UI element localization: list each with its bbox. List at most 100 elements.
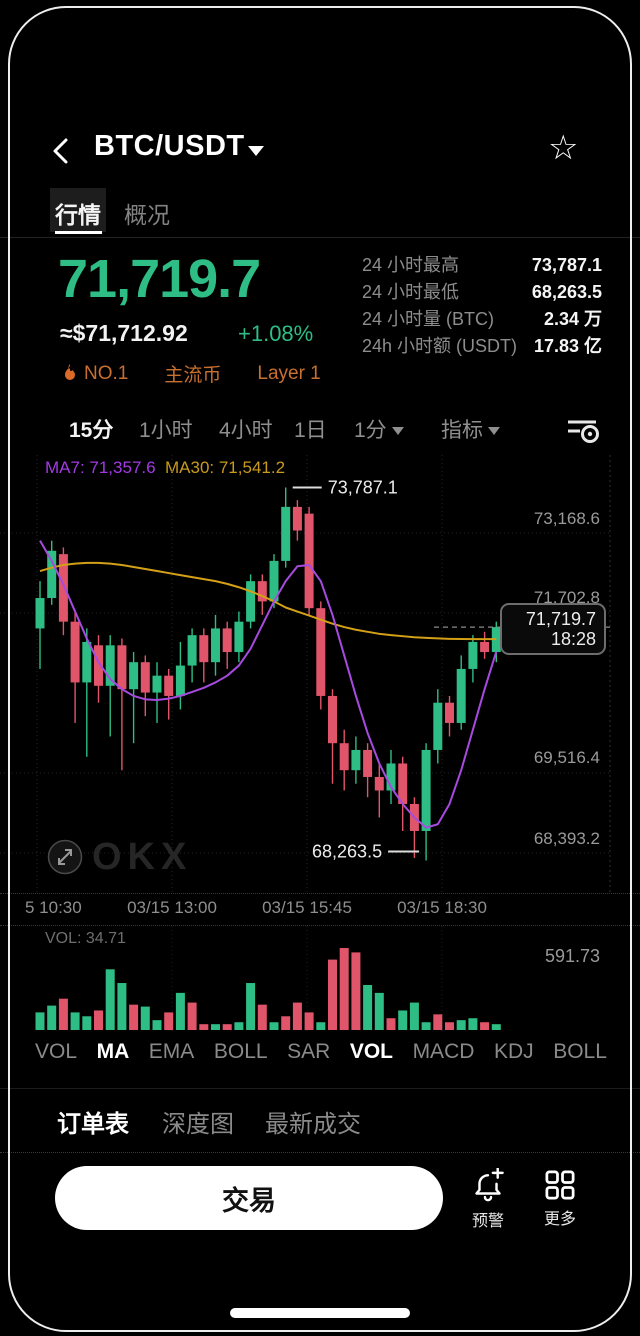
candle-body — [281, 506, 291, 561]
timeframe-4h[interactable]: 4小时 — [219, 419, 273, 442]
stat-label: 24 小时量 (BTC) — [362, 309, 495, 329]
candlestick-chart[interactable]: 73,787.1 68,263.5 — [0, 455, 640, 895]
indicator-kdj[interactable]: KDJ — [493, 1040, 534, 1063]
ma-line — [39, 540, 498, 829]
y-axis-label: 71,702.8 — [533, 588, 600, 607]
volume-chart[interactable] — [0, 926, 640, 1034]
volume-bar — [58, 998, 68, 1030]
trade-button[interactable]: 交易 — [55, 1166, 443, 1230]
indicator-sar[interactable]: SAR — [287, 1040, 331, 1063]
flame-icon — [65, 363, 75, 380]
ma7-label: MA7: 71,357.6 — [45, 458, 156, 477]
page-title: BTC/USDT — [94, 130, 245, 162]
candle-body — [58, 554, 68, 622]
y-axis-label: 73,168.6 — [533, 509, 600, 528]
indicator-selector-row: VOL MA EMA BOLL SAR VOL MACD KDJ BOLL — [35, 1040, 607, 1064]
volume-bar — [82, 1016, 92, 1030]
volume-bar — [152, 1020, 162, 1030]
favorite-star-icon[interactable]: ☆ — [548, 129, 579, 167]
timeframe-1d[interactable]: 1日 — [294, 419, 327, 442]
candle-body — [421, 749, 431, 831]
candle-body — [94, 645, 103, 686]
indicator-ma[interactable]: MA — [96, 1040, 130, 1063]
volume-bar — [94, 1010, 103, 1030]
usd-price: ≈$71,712.92 — [60, 320, 188, 346]
candle-body — [140, 662, 150, 693]
tab-latest-trades[interactable]: 最新成交 — [265, 1111, 361, 1138]
indicator-boll-sub[interactable]: BOLL — [553, 1040, 607, 1063]
volume-bar — [257, 1004, 267, 1030]
badge-category[interactable]: 主流币 — [164, 360, 221, 387]
volume-bar — [140, 1006, 150, 1030]
volume-bar — [70, 1012, 80, 1030]
stat-row-low: 24 小时最低 68,263.5 — [362, 283, 602, 302]
candle-body — [456, 668, 466, 723]
indicator-menu[interactable]: 指标 — [441, 414, 500, 444]
price-alert-label: 预警 — [471, 1213, 504, 1230]
stat-row-volume-usdt: 24h 小时额 (USDT) 17.83 亿 — [362, 337, 602, 356]
price-change-percent: +1.08% — [238, 321, 314, 346]
tab-depth-chart[interactable]: 深度图 — [162, 1111, 234, 1138]
candle-body — [47, 550, 57, 599]
indicator-vol-sub[interactable]: VOL — [349, 1040, 394, 1063]
indicator-ema[interactable]: EMA — [148, 1040, 195, 1063]
candle-body — [398, 763, 408, 804]
timeframe-15m[interactable]: 15分 — [69, 419, 114, 442]
candle-body — [468, 641, 478, 669]
volume-bar — [175, 992, 185, 1030]
stat-label: 24 小时最低 — [362, 282, 460, 302]
last-price-tag: 71,719.7 18:28 — [500, 603, 606, 656]
candle-body — [129, 662, 139, 690]
divider — [0, 1088, 640, 1089]
volume-bar — [456, 1020, 466, 1030]
candle-body — [234, 621, 244, 653]
candle-body — [257, 581, 267, 602]
indicator-boll-main[interactable]: BOLL — [213, 1040, 268, 1063]
candle-body — [175, 665, 185, 696]
volume-bar — [222, 1024, 232, 1030]
indicator-macd[interactable]: MACD — [412, 1040, 475, 1063]
indicator-vol-main[interactable]: VOL — [35, 1040, 78, 1063]
candle-body — [316, 608, 326, 696]
volume-bar — [386, 1018, 396, 1030]
back-button[interactable] — [48, 136, 74, 166]
candle-body — [152, 675, 162, 693]
volume-bar — [304, 1012, 314, 1030]
chart-settings-icon[interactable] — [564, 414, 600, 446]
volume-bar — [374, 992, 384, 1030]
candle-body — [246, 581, 256, 622]
tab-highlight — [50, 188, 106, 232]
candle-body — [82, 641, 92, 683]
badge-layer[interactable]: Layer 1 — [257, 363, 320, 385]
timeframe-1h[interactable]: 1小时 — [139, 419, 193, 442]
badge-label: 主流币 — [164, 365, 222, 386]
badge-rank[interactable]: NO.1 — [62, 363, 128, 385]
candle-body — [222, 628, 232, 653]
fullscreen-expand-icon[interactable] — [46, 838, 84, 876]
y-axis-label: 69,516.4 — [533, 748, 600, 767]
tab-overview[interactable]: 概况 — [124, 202, 170, 228]
last-price-tag-time: 18:28 — [550, 629, 596, 650]
candle-body — [480, 641, 490, 653]
chevron-down-icon — [488, 426, 500, 435]
volume-bar — [409, 1002, 419, 1030]
volume-bar — [398, 1010, 408, 1030]
more-label: 更多 — [543, 1211, 576, 1228]
grid-more-icon — [545, 1170, 575, 1200]
volume-bar — [35, 1012, 45, 1030]
tab-order-book[interactable]: 订单表 — [57, 1111, 129, 1138]
volume-bar — [491, 1024, 501, 1030]
okx-watermark: OKX — [92, 836, 193, 878]
last-price-tag-value: 71,719.7 — [525, 609, 596, 630]
more-button[interactable]: 更多 — [534, 1170, 586, 1229]
tab-market[interactable]: 行情 — [55, 202, 101, 228]
price-alert-button[interactable]: 预警 — [462, 1168, 514, 1231]
stat-label: 24 小时最高 — [362, 255, 460, 275]
divider — [0, 893, 640, 894]
volume-bar — [199, 1024, 209, 1030]
timeframe-more[interactable]: 1分 — [354, 414, 404, 444]
home-indicator[interactable] — [230, 1308, 410, 1318]
pair-dropdown-caret-icon[interactable] — [248, 146, 264, 156]
candle-body — [117, 645, 127, 690]
candle-body — [35, 598, 45, 629]
